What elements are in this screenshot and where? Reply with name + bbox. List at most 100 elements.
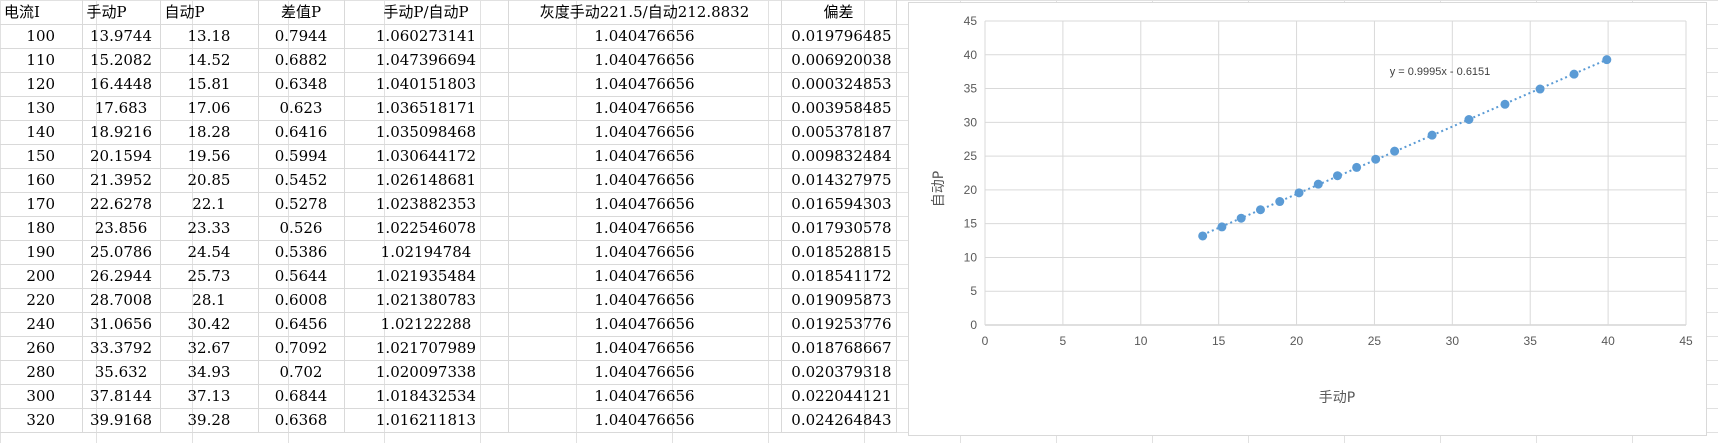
cell-ratio[interactable]: 1.023882353 [344,192,509,217]
header-cell-ratio[interactable]: 手动P/自动P [344,0,509,25]
cell-manual-p[interactable]: 22.6278 [82,192,161,217]
scatter-point[interactable] [1294,188,1304,198]
cell-auto-p[interactable]: 34.93 [160,360,259,385]
cell-ratio[interactable]: 1.018432534 [344,384,509,409]
cell-current[interactable]: 240 [0,312,83,337]
cell-deviation[interactable]: 0.000324853 [781,72,897,97]
cell-auto-p[interactable]: 25.73 [160,264,259,289]
cell-auto-p[interactable]: 19.56 [160,144,259,169]
cell-deviation[interactable]: 0.014327975 [781,168,897,193]
cell-current[interactable]: 320 [0,408,83,433]
cell-diff-p[interactable]: 0.702 [258,360,345,385]
cell-ratio[interactable]: 1.060273141 [344,24,509,49]
cell-manual-p[interactable]: 16.4448 [82,72,161,97]
cell-manual-p[interactable]: 37.8144 [82,384,161,409]
header-cell-current[interactable]: 电流I [0,0,83,25]
cell-current[interactable]: 180 [0,216,83,241]
x-axis-title[interactable]: 手动P [1319,390,1355,406]
cell-diff-p[interactable]: 0.526 [258,216,345,241]
cell-diff-p[interactable]: 0.7092 [258,336,345,361]
cell-auto-p[interactable]: 13.18 [160,24,259,49]
cell-auto-p[interactable]: 28.1 [160,288,259,313]
scatter-point[interactable] [1275,197,1285,207]
cell-gray-ratio[interactable]: 1.040476656 [508,24,782,49]
scatter-point[interactable] [1198,231,1208,241]
scatter-point[interactable] [1464,114,1474,124]
cell-gray-ratio[interactable]: 1.040476656 [508,144,782,169]
cell-auto-p[interactable]: 15.81 [160,72,259,97]
scatter-point[interactable] [1535,84,1545,94]
header-cell-auto-p[interactable]: 自动P [160,0,259,25]
cell-manual-p[interactable]: 25.0786 [82,240,161,265]
cell-gray-ratio[interactable]: 1.040476656 [508,336,782,361]
cell-auto-p[interactable]: 24.54 [160,240,259,265]
cell-current[interactable]: 300 [0,384,83,409]
cell-manual-p[interactable]: 13.9744 [82,24,161,49]
cell-ratio[interactable]: 1.021707989 [344,336,509,361]
cell-deviation[interactable]: 0.019253776 [781,312,897,337]
cell-ratio[interactable]: 1.021380783 [344,288,509,313]
cell-deviation[interactable]: 0.018541172 [781,264,897,289]
cell-ratio[interactable]: 1.040151803 [344,72,509,97]
cell-deviation[interactable]: 0.019796485 [781,24,897,49]
cell-auto-p[interactable]: 32.67 [160,336,259,361]
cell-manual-p[interactable]: 17.683 [82,96,161,121]
cell-diff-p[interactable]: 0.5386 [258,240,345,265]
header-cell-diff-p[interactable]: 差值P [258,0,345,25]
cell-manual-p[interactable]: 28.7008 [82,288,161,313]
cell-manual-p[interactable]: 39.9168 [82,408,161,433]
cell-auto-p[interactable]: 22.1 [160,192,259,217]
cell-deviation[interactable]: 0.020379318 [781,360,897,385]
cell-ratio[interactable]: 1.047396694 [344,48,509,73]
cell-current[interactable]: 130 [0,96,83,121]
cell-diff-p[interactable]: 0.5452 [258,168,345,193]
header-cell-deviation[interactable]: 偏差 [781,0,897,25]
cell-diff-p[interactable]: 0.6348 [258,72,345,97]
cell-deviation[interactable]: 0.022044121 [781,384,897,409]
cell-deviation[interactable]: 0.005378187 [781,120,897,145]
trendline[interactable] [1202,58,1608,236]
cell-ratio[interactable]: 1.036518171 [344,96,509,121]
cell-current[interactable]: 220 [0,288,83,313]
cell-deviation[interactable]: 0.003958485 [781,96,897,121]
scatter-chart[interactable]: 0 5 10 15 20 25 30 35 40 45 0 5 10 15 20 25 30 35 40 45 手动P… [908,2,1707,436]
cell-manual-p[interactable]: 33.3792 [82,336,161,361]
cell-current[interactable]: 160 [0,168,83,193]
cell-ratio[interactable]: 1.026148681 [344,168,509,193]
cell-current[interactable]: 200 [0,264,83,289]
scatter-point[interactable] [1332,171,1342,181]
trendline-equation-label[interactable]: y = 0.9995x - 0.6151 [1390,66,1491,78]
cell-manual-p[interactable]: 23.856 [82,216,161,241]
cell-current[interactable]: 150 [0,144,83,169]
cell-gray-ratio[interactable]: 1.040476656 [508,264,782,289]
cell-deviation[interactable]: 0.006920038 [781,48,897,73]
cell-gray-ratio[interactable]: 1.040476656 [508,240,782,265]
scatter-point[interactable] [1500,99,1510,109]
cell-diff-p[interactable]: 0.6844 [258,384,345,409]
cell-ratio[interactable]: 1.035098468 [344,120,509,145]
cell-gray-ratio[interactable]: 1.040476656 [508,288,782,313]
scatter-point[interactable] [1390,146,1400,156]
cell-gray-ratio[interactable]: 1.040476656 [508,216,782,241]
cell-auto-p[interactable]: 14.52 [160,48,259,73]
header-cell-gray-ratio[interactable]: 灰度手动221.5/自动212.8832 [508,0,782,25]
cell-ratio[interactable]: 1.022546078 [344,216,509,241]
cell-current[interactable]: 110 [0,48,83,73]
cell-diff-p[interactable]: 0.5278 [258,192,345,217]
cell-current[interactable]: 100 [0,24,83,49]
cell-diff-p[interactable]: 0.6416 [258,120,345,145]
chart-series-points[interactable] [1198,55,1612,241]
cell-current[interactable]: 190 [0,240,83,265]
cell-gray-ratio[interactable]: 1.040476656 [508,48,782,73]
cell-gray-ratio[interactable]: 1.040476656 [508,72,782,97]
cell-manual-p[interactable]: 26.2944 [82,264,161,289]
cell-ratio[interactable]: 1.020097338 [344,360,509,385]
cell-deviation[interactable]: 0.018528815 [781,240,897,265]
cell-gray-ratio[interactable]: 1.040476656 [508,96,782,121]
cell-current[interactable]: 280 [0,360,83,385]
chart-trendline[interactable] [1202,58,1608,236]
cell-gray-ratio[interactable]: 1.040476656 [508,192,782,217]
scatter-point[interactable] [1569,69,1579,79]
cell-diff-p[interactable]: 0.6882 [258,48,345,73]
y-axis-title[interactable]: 自动P [931,171,947,207]
